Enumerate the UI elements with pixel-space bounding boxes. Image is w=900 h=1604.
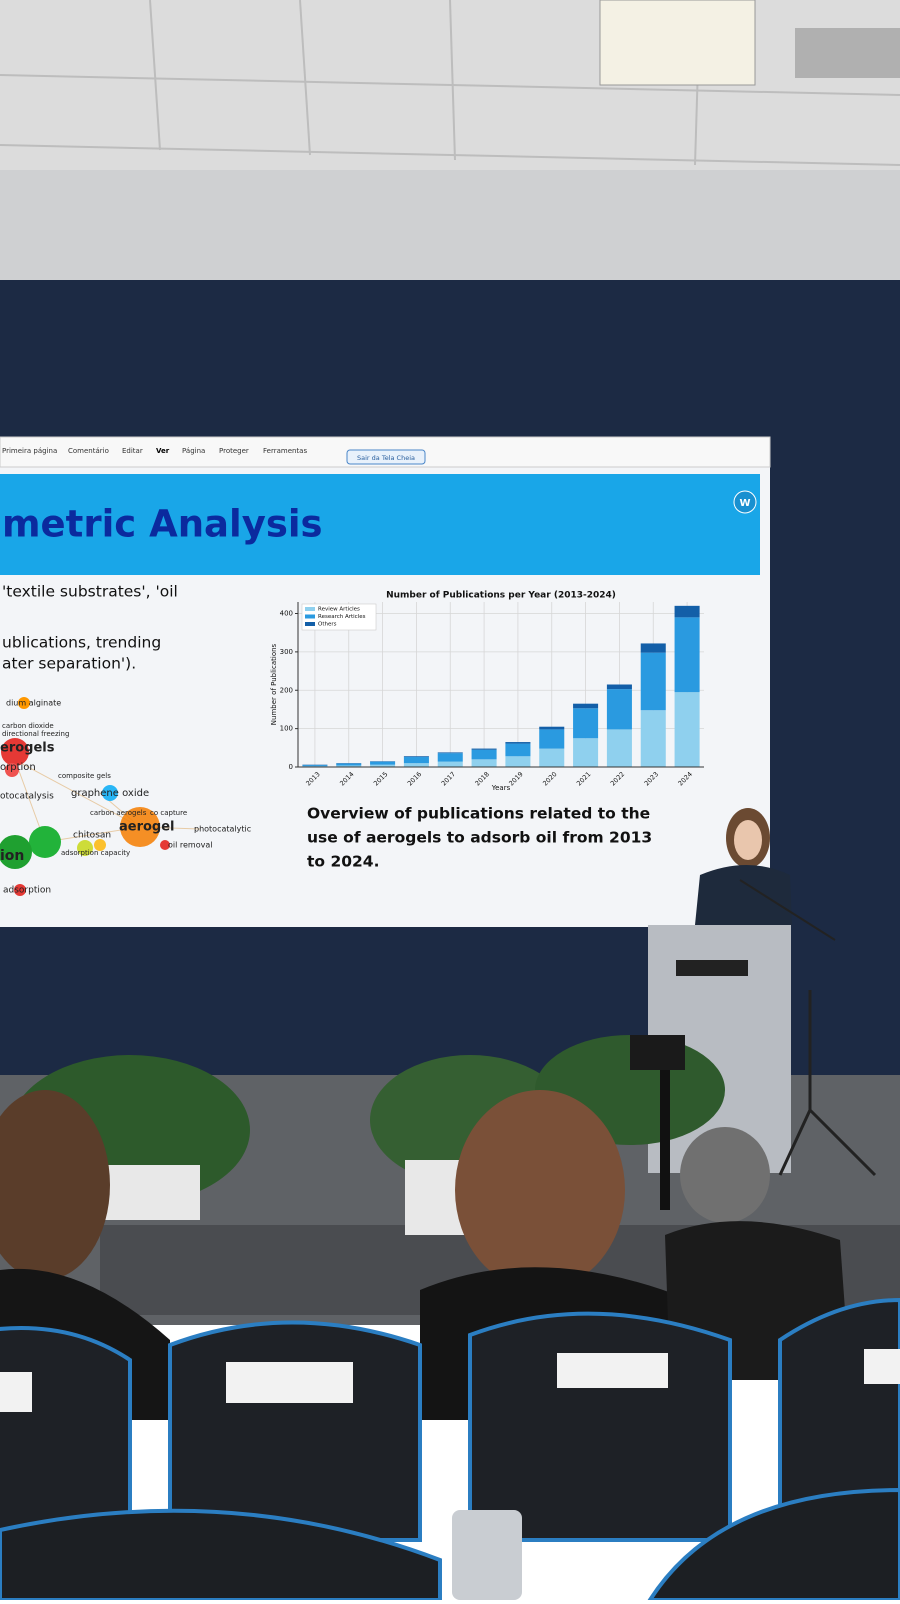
y-tick-label: 400 <box>280 610 293 618</box>
armrest <box>452 1510 522 1600</box>
y-tick-label: 0 <box>289 763 293 771</box>
seat-label-card <box>557 1353 668 1388</box>
bar-segment <box>539 749 564 767</box>
legend-label: Others <box>318 622 337 628</box>
network-term: dium alginate <box>6 699 61 708</box>
slide-text-line: 'textile substrates', 'oil <box>2 583 178 601</box>
toolbar-item[interactable]: Proteger <box>219 447 249 455</box>
legend-label: Review Articles <box>318 607 360 613</box>
network-term: otocatalysis <box>0 792 54 802</box>
seat <box>0 1328 130 1530</box>
audience-head <box>680 1127 770 1223</box>
bar-segment <box>573 708 598 738</box>
toolbar-item[interactable]: Página <box>182 447 205 455</box>
y-axis-label: Number of Publications <box>270 643 278 725</box>
air-vent <box>795 28 900 78</box>
bar-segment <box>370 762 395 765</box>
legend-label: Research Articles <box>318 614 366 620</box>
y-tick-label: 100 <box>280 725 293 733</box>
toolbar-item[interactable]: Primeira página <box>2 447 57 455</box>
chart-caption: Overview of publications related to the <box>307 805 650 823</box>
bar-segment <box>404 757 429 763</box>
bar-segment <box>472 749 497 750</box>
speaker-body <box>695 865 792 925</box>
network-term: graphene oxide <box>71 788 149 799</box>
bar-segment <box>505 744 530 757</box>
bar-segment <box>336 764 361 766</box>
bar-segment <box>675 617 700 692</box>
y-tick-label: 300 <box>280 648 293 656</box>
toolbar-item[interactable]: Ver <box>156 447 170 455</box>
network-term: aerogel <box>119 820 175 835</box>
bar-segment <box>404 763 429 767</box>
chart-title: Number of Publications per Year (2013-20… <box>386 591 616 601</box>
bar-segment <box>438 752 463 753</box>
bar-segment <box>641 653 666 711</box>
toolbar-item[interactable]: Ferramentas <box>263 447 307 455</box>
bar-segment <box>573 704 598 709</box>
slide-text-line: ublications, trending <box>2 634 161 652</box>
bar-segment <box>472 759 497 767</box>
network-term: adsorption capacity <box>61 849 130 857</box>
network-term: erogels <box>0 741 55 756</box>
y-tick-label: 200 <box>280 686 293 694</box>
camera-pole <box>660 1070 670 1210</box>
bar-segment <box>302 765 327 766</box>
legend-swatch <box>305 622 315 626</box>
chart-caption: to 2024. <box>307 853 379 871</box>
camera <box>630 1035 685 1070</box>
bar-segment <box>505 742 530 744</box>
network-term: composite gels <box>58 772 111 780</box>
audience-head <box>455 1090 625 1290</box>
speaker-face <box>734 820 762 860</box>
bar-segment <box>607 689 632 729</box>
seat <box>170 1323 420 1541</box>
network-term: co capture <box>150 809 187 817</box>
bar-segment <box>641 643 666 652</box>
network-term: carbon dioxide <box>2 722 54 730</box>
legend-swatch <box>305 615 315 619</box>
network-term: directional freezing <box>2 730 69 738</box>
bar-segment <box>472 750 497 760</box>
slide-text-line: ater separation'). <box>2 655 136 673</box>
podium-logo-plate <box>676 960 748 976</box>
network-term: orption <box>0 762 36 773</box>
network-term: adsorption <box>3 886 51 896</box>
network-term: photocatalytic <box>194 825 251 834</box>
bar-segment <box>675 692 700 767</box>
bar-segment <box>438 753 463 761</box>
bar-segment <box>607 685 632 690</box>
network-term: chitosan <box>73 831 111 841</box>
bar-segment <box>438 762 463 767</box>
legend-swatch <box>305 607 315 611</box>
bar-segment <box>607 729 632 767</box>
bar-segment <box>505 756 530 767</box>
seat-label-card <box>226 1362 353 1403</box>
network-term: carbon aerogels <box>90 809 147 817</box>
slide-title: metric Analysis <box>2 503 323 546</box>
x-axis-label: Years <box>491 784 511 792</box>
network-term: ion <box>0 848 24 864</box>
seat-label-card <box>0 1372 32 1412</box>
seat <box>470 1314 730 1540</box>
bar-segment <box>539 727 564 730</box>
seat-label-card <box>864 1349 900 1384</box>
ceiling-soffit <box>0 170 900 280</box>
exit-button[interactable]: Sair da Tela Cheia <box>357 454 415 462</box>
bar-segment <box>675 606 700 618</box>
toolbar-item[interactable]: Comentário <box>68 447 109 455</box>
bar-segment <box>641 710 666 767</box>
toolbar-item[interactable]: Editar <box>122 447 143 455</box>
network-term: oil removal <box>168 841 212 850</box>
bar-segment <box>573 738 598 767</box>
bar-segment <box>404 756 429 757</box>
bar-segment <box>539 729 564 748</box>
badge: W <box>739 498 750 509</box>
ceiling-light <box>600 0 755 85</box>
chart-caption: use of aerogels to adsorb oil from 2013 <box>307 829 652 847</box>
